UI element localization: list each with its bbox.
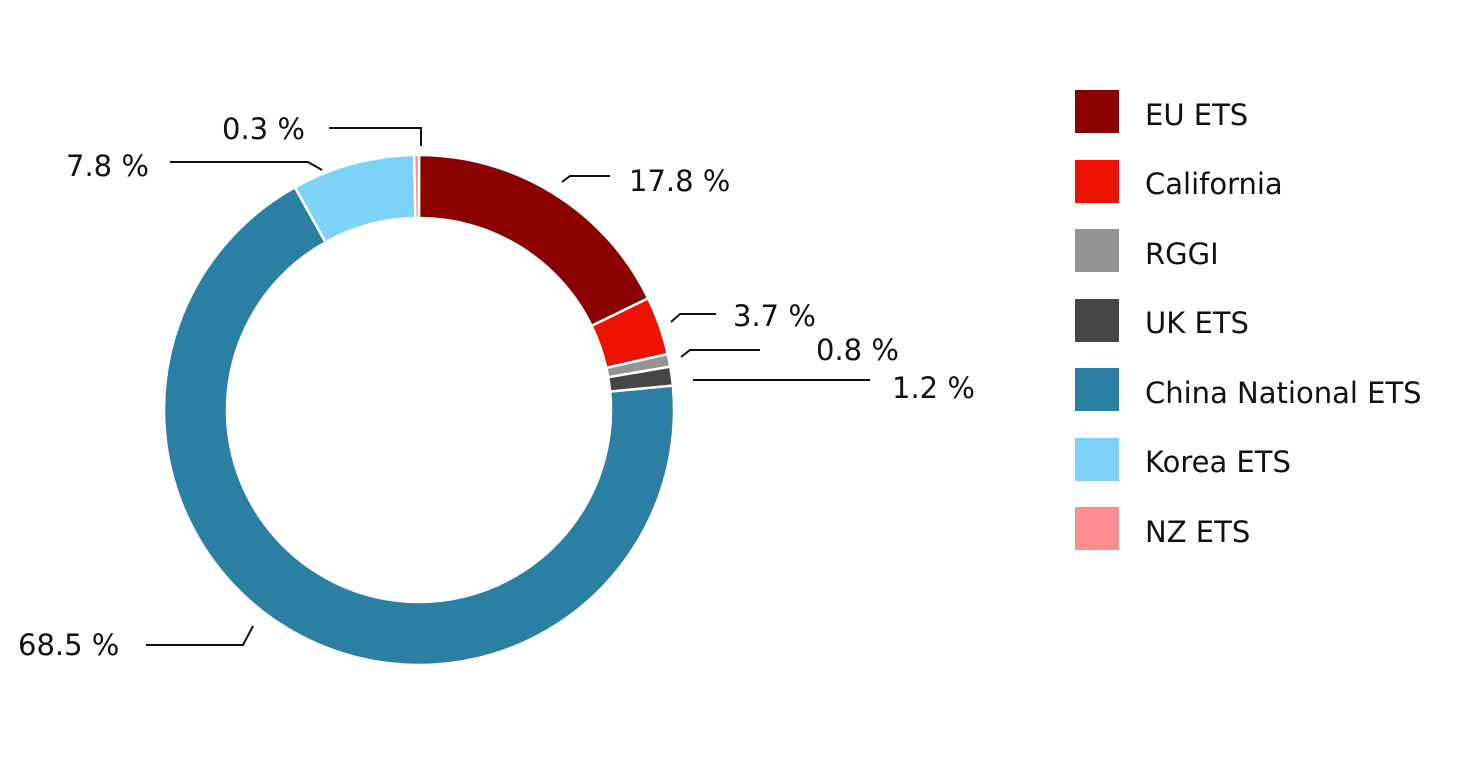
slice-nz-ets	[412, 153, 421, 220]
legend-swatch-rggi	[1075, 229, 1119, 272]
legend-label-uk-ets: UK ETS	[1145, 306, 1249, 340]
legend-label-nz-ets: NZ ETS	[1145, 515, 1250, 549]
legend-label-california: California	[1145, 167, 1283, 201]
legend-swatch-california	[1075, 160, 1119, 203]
data-label-uk-ets: 1.2 %	[892, 371, 975, 405]
leader-line-rggi	[680, 349, 760, 358]
data-labels: 17.8 % 3.7 % 0.8 % 1.2 % 68.5 % 7.8 % 0.…	[18, 112, 975, 662]
legend: EU ETS California RGGI UK ETS China Nati…	[1075, 90, 1422, 550]
data-label-korea-ets: 7.8 %	[66, 149, 149, 183]
slice-eu-ets	[417, 153, 650, 328]
data-label-rggi: 0.8 %	[816, 333, 899, 367]
leader-line-china-national-ets	[146, 625, 254, 646]
data-label-china-national-ets: 68.5 %	[18, 628, 119, 662]
data-label-eu-ets: 17.8 %	[629, 164, 730, 198]
legend-label-china-national-ets: China National ETS	[1145, 376, 1422, 410]
legend-label-korea-ets: Korea ETS	[1145, 445, 1291, 479]
legend-label-eu-ets: EU ETS	[1145, 98, 1248, 132]
slice-china-national-ets	[162, 185, 676, 667]
leader-line-nz-ets	[329, 127, 422, 146]
legend-swatch-eu-ets	[1075, 90, 1119, 133]
data-label-nz-ets: 0.3 %	[222, 112, 305, 146]
leader-line-eu-ets	[561, 175, 610, 183]
legend-swatch-nz-ets	[1075, 507, 1119, 550]
data-label-california: 3.7 %	[733, 299, 816, 333]
legend-swatch-china-national-ets	[1075, 368, 1119, 411]
leader-line-california	[670, 313, 716, 323]
legend-swatch-korea-ets	[1075, 438, 1119, 481]
leader-line-korea-ets	[170, 161, 323, 171]
legend-swatch-uk-ets	[1075, 299, 1119, 342]
legend-label-rggi: RGGI	[1145, 237, 1219, 271]
leader-lines	[146, 127, 870, 646]
donut-slices	[162, 153, 676, 667]
